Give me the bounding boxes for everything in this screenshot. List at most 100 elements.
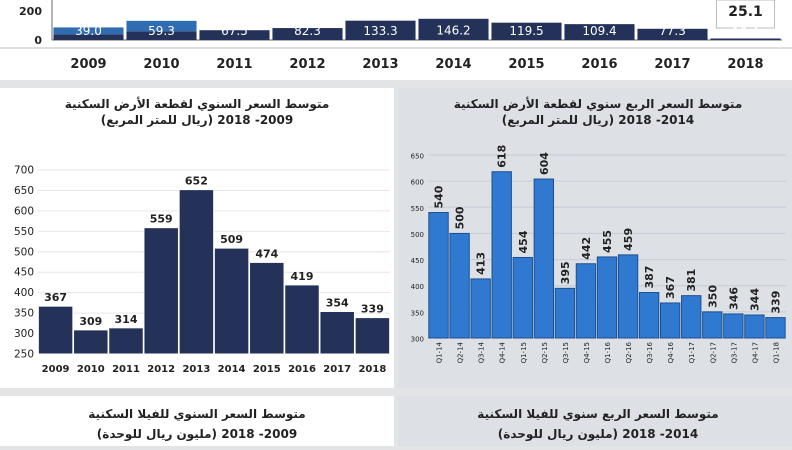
right-y-tick: 550 bbox=[411, 205, 424, 213]
bottom-left-title: متوسط السعر السنوي للفيلا السكنية bbox=[88, 407, 305, 422]
left-x-label: 2016 bbox=[288, 364, 316, 375]
left-y-tick: 650 bbox=[14, 185, 34, 197]
right-value-label: 381 bbox=[685, 269, 698, 292]
left-x-label: 2018 bbox=[358, 364, 386, 375]
left-bar bbox=[213, 247, 250, 355]
right-y-tick: 350 bbox=[411, 309, 424, 317]
right-bar bbox=[681, 295, 702, 339]
top-x-label: 2015 bbox=[508, 57, 544, 72]
left-y-tick: 250 bbox=[14, 349, 34, 361]
right-value-label: 346 bbox=[727, 287, 740, 310]
top-bar-segment bbox=[126, 20, 197, 32]
top-x-label: 2014 bbox=[435, 57, 471, 72]
top-x-label: 2009 bbox=[70, 57, 106, 72]
top-x-label: 2018 bbox=[727, 57, 763, 72]
right-y-tick: 600 bbox=[411, 179, 424, 187]
left-y-tick: 350 bbox=[14, 308, 34, 320]
left-value-label: 314 bbox=[115, 313, 138, 326]
left-x-label: 2009 bbox=[42, 364, 70, 375]
left-value-label: 339 bbox=[361, 303, 384, 316]
right-y-tick: 650 bbox=[411, 153, 424, 161]
left-value-label: 652 bbox=[185, 175, 208, 188]
right-value-label: 350 bbox=[706, 285, 719, 308]
right-x-label: Q3-15 bbox=[562, 342, 570, 363]
left-x-label: 2012 bbox=[147, 364, 175, 375]
right-value-label: 455 bbox=[601, 230, 614, 253]
right-bar bbox=[428, 212, 449, 339]
right-value-label: 540 bbox=[433, 185, 446, 208]
right-x-label: Q3-16 bbox=[646, 341, 654, 363]
top-x-label: 2012 bbox=[289, 57, 325, 72]
left-x-label: 2011 bbox=[112, 364, 140, 375]
right-value-label: 454 bbox=[517, 230, 530, 253]
right-value-label: 604 bbox=[538, 152, 551, 175]
right-bar bbox=[702, 311, 723, 339]
left-value-label: 509 bbox=[220, 233, 243, 246]
bottom-left-panel bbox=[0, 396, 394, 446]
left-y-tick: 450 bbox=[14, 267, 34, 279]
top-bar-label: 133.3 bbox=[363, 24, 397, 38]
left-value-label: 309 bbox=[79, 315, 102, 328]
right-y-tick: 500 bbox=[411, 231, 424, 239]
top-y-tick: 200 bbox=[19, 5, 42, 18]
right-x-label: Q4-16 bbox=[667, 341, 675, 363]
top-bar-segment bbox=[710, 38, 781, 40]
right-value-label: 367 bbox=[664, 276, 677, 299]
right-y-tick: 300 bbox=[411, 336, 424, 344]
top-bar-label: 47.7 bbox=[75, 3, 102, 17]
top-bar-label: 39.0 bbox=[75, 24, 102, 38]
right-bar bbox=[596, 256, 618, 339]
right-x-label: Q3-17 bbox=[730, 342, 738, 363]
right-bar bbox=[617, 254, 639, 339]
left-chart-title: متوسط السعر السنوي لقطعة الأرض السكنية bbox=[65, 96, 330, 112]
left-bar bbox=[249, 261, 285, 355]
top-bar-segment bbox=[272, 28, 343, 40]
left-value-label: 419 bbox=[291, 270, 314, 283]
right-value-label: 395 bbox=[559, 261, 572, 284]
top-x-label: 2013 bbox=[362, 57, 398, 72]
top-bar-segment bbox=[418, 18, 489, 40]
right-chart-subtitle: (ريال للمتر المربع) 2014- 2018 bbox=[502, 113, 694, 127]
top-x-label: 2017 bbox=[654, 57, 690, 72]
top-x-label: 2016 bbox=[581, 57, 617, 72]
right-bar bbox=[744, 314, 765, 339]
left-bar bbox=[284, 284, 320, 355]
right-x-label: Q4-17 bbox=[751, 342, 759, 363]
bottom-right-panel bbox=[398, 396, 792, 446]
right-value-label: 618 bbox=[496, 145, 509, 168]
left-x-label: 2010 bbox=[77, 364, 105, 375]
left-bar bbox=[319, 310, 355, 355]
right-x-label: Q1-15 bbox=[520, 342, 528, 363]
left-value-label: 559 bbox=[150, 213, 173, 226]
left-x-label: 2017 bbox=[323, 364, 351, 375]
top-x-label: 2011 bbox=[216, 57, 252, 72]
top-x-label: 2010 bbox=[143, 57, 179, 72]
right-bar bbox=[554, 287, 576, 339]
right-bar bbox=[470, 278, 491, 339]
right-x-label: Q2-16 bbox=[625, 341, 633, 363]
top-bar-segment bbox=[491, 22, 562, 40]
top-bar-label: 146.2 bbox=[436, 23, 470, 37]
top-bar-label: 67.5 bbox=[221, 24, 248, 38]
left-y-tick: 300 bbox=[14, 328, 34, 340]
left-value-label: 367 bbox=[44, 291, 67, 304]
right-x-label: Q2-15 bbox=[541, 342, 549, 363]
left-x-label: 2015 bbox=[253, 364, 281, 375]
top-bar-label: 109.4 bbox=[582, 24, 616, 38]
top-bar-label: 77.3 bbox=[659, 24, 686, 38]
top-bar-segment bbox=[564, 24, 635, 40]
left-x-label: 2014 bbox=[218, 364, 246, 375]
left-chart-subtitle: (ريال للمتر المربع) 2009- 2018 bbox=[101, 113, 293, 127]
right-value-label: 339 bbox=[769, 291, 782, 314]
left-y-tick: 400 bbox=[14, 287, 34, 299]
top-bar-segment bbox=[199, 30, 270, 40]
right-bar bbox=[765, 317, 786, 339]
right-x-label: Q1-18 bbox=[772, 342, 780, 363]
right-bar bbox=[512, 256, 533, 339]
left-bar bbox=[143, 227, 179, 355]
right-x-label: Q4-15 bbox=[583, 342, 591, 363]
left-value-label: 474 bbox=[255, 247, 278, 260]
right-bar bbox=[659, 302, 681, 339]
bottom-right-subtitle: (مليون ريال للوحدة) 2014- 2018 bbox=[498, 427, 698, 442]
